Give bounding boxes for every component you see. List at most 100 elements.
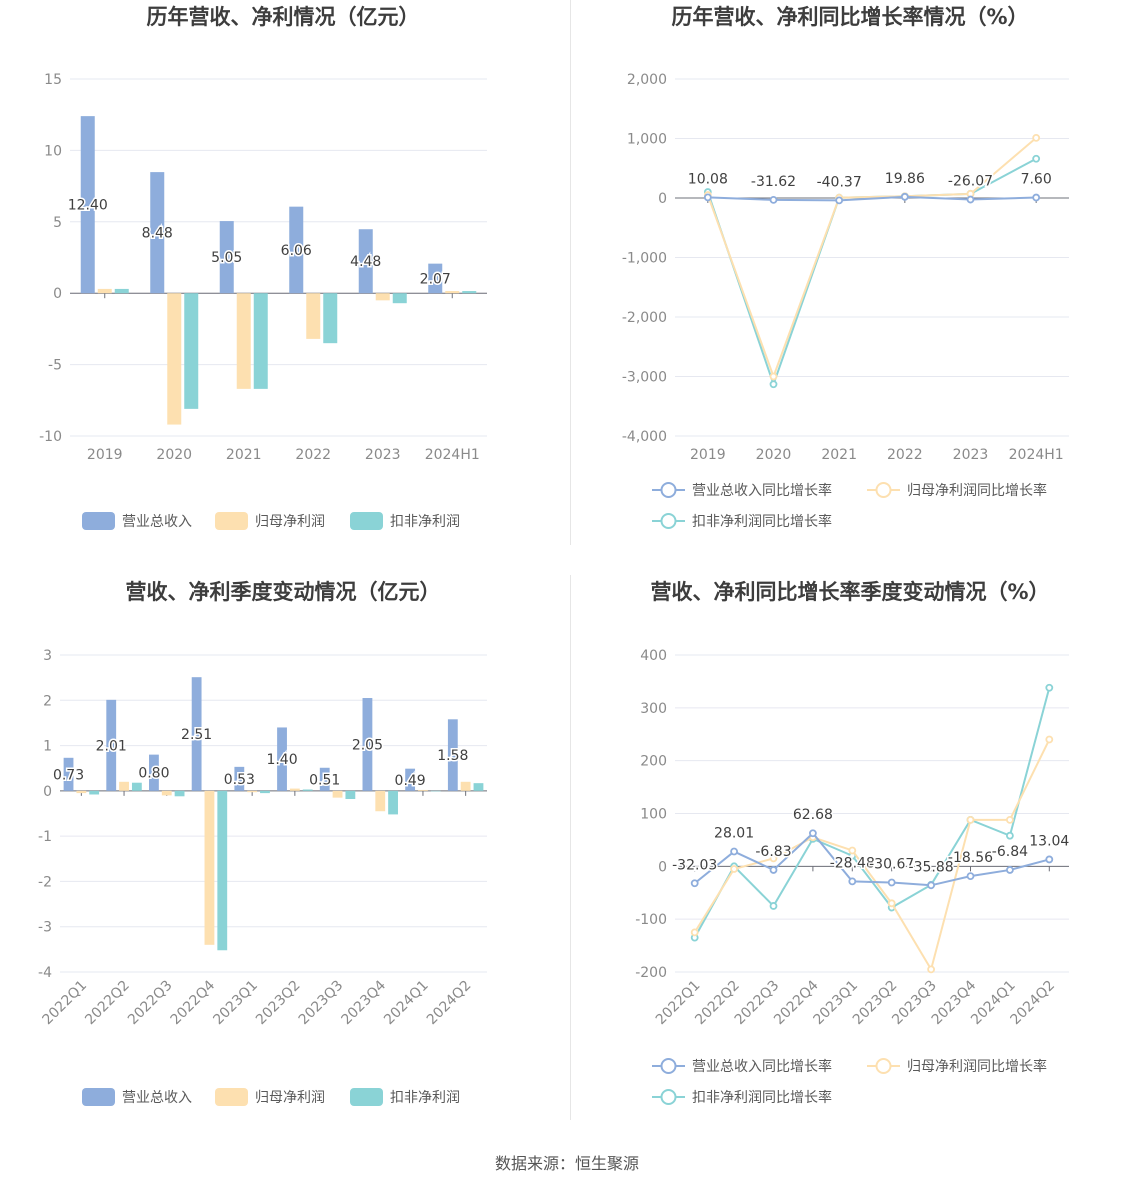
- point-net-profit-growth: [1045, 735, 1054, 744]
- grid-lines: [675, 654, 1069, 973]
- x-tick-label: 2022Q4: [168, 977, 219, 1028]
- legend-item: 营业总收入: [82, 1088, 192, 1106]
- point-net-profit-growth: [730, 865, 739, 873]
- bar-net-profit: [236, 293, 251, 389]
- bar-net-profit: [289, 788, 300, 791]
- y-tick-label: -100: [635, 912, 667, 928]
- x-tick-label: 2024H1: [425, 447, 480, 463]
- point-deducted-profit-growth: [1032, 154, 1041, 163]
- y-tick-label: 10: [44, 143, 62, 159]
- legend-label: 营业总收入: [122, 514, 192, 530]
- grid-lines: [675, 78, 1069, 437]
- y-tick-label: -2,000: [622, 310, 667, 326]
- data-label: -28.48: [830, 855, 875, 871]
- data-label: 8.48: [142, 226, 173, 242]
- y-tick-label: 0: [658, 859, 667, 875]
- bar-deducted-profit: [260, 790, 270, 794]
- legend-label: 扣非净利润同比增长率: [692, 513, 832, 530]
- y-tick-label: -4,000: [622, 429, 667, 445]
- legend-swatch: [82, 512, 115, 530]
- legend-marker: [660, 513, 677, 529]
- legend-item: 营业总收入同比增长率: [652, 1058, 832, 1075]
- bar-revenue: [191, 677, 202, 791]
- bar-deducted-profit: [430, 790, 441, 792]
- x-tick-label: 2022Q1: [40, 978, 91, 1029]
- point-deducted-profit-growth: [769, 902, 778, 910]
- legend-label: 归母净利润同比增长率: [907, 1058, 1047, 1075]
- divider-top: [570, 0, 571, 545]
- divider-bottom: [570, 575, 571, 1120]
- legend-swatch: [215, 512, 248, 530]
- x-tick-label: 2019: [87, 447, 123, 463]
- x-tick-label: 2023Q4: [338, 977, 389, 1028]
- y-tick-label: -5: [48, 358, 62, 374]
- point-revenue-growth: [1032, 193, 1041, 202]
- y-tick-label: 1: [43, 739, 52, 755]
- data-label: 10.08: [688, 171, 728, 187]
- legend-item: 归母净利润同比增长率: [867, 1058, 1047, 1075]
- data-label: 1.58: [437, 748, 468, 764]
- bar-net-profit: [375, 790, 386, 812]
- x-tick-label: 2020: [756, 447, 792, 463]
- bar-revenue: [277, 727, 287, 791]
- chart-title: 营收、净利季度变动情况（亿元）: [126, 580, 441, 604]
- y-tick-label: 300: [640, 701, 667, 717]
- line-deducted-profit-growth: [693, 687, 1051, 939]
- bar-net-profit: [167, 293, 182, 425]
- legend-swatch: [350, 512, 383, 530]
- bar-net-profit: [332, 790, 343, 798]
- data-source: 数据来源：恒生聚源: [494, 1154, 639, 1173]
- x-tick-label: 2024Q2: [424, 978, 475, 1029]
- legend-item: 营业总收入同比增长率: [652, 482, 832, 499]
- line-net-profit-growth: [693, 739, 1051, 972]
- x-tick-label: 2022: [887, 447, 923, 463]
- bar-deducted-profit: [473, 783, 484, 791]
- bar-net-profit: [306, 293, 321, 339]
- bar-deducted-profit: [253, 293, 268, 389]
- y-tick-label: 200: [640, 754, 667, 770]
- line-net-profit-growth: [706, 137, 1037, 380]
- data-label: 7.60: [1021, 172, 1052, 188]
- bar-revenue: [447, 719, 458, 791]
- legend-marker: [875, 482, 892, 498]
- bar-revenue: [362, 698, 373, 791]
- legend-marker: [875, 1058, 892, 1074]
- bar-net-profit: [375, 293, 390, 301]
- data-label: 6.06: [281, 243, 312, 259]
- data-label: 0.51: [309, 772, 340, 788]
- bar-net-profit: [76, 790, 87, 794]
- y-tick-label: 1,000: [627, 132, 667, 148]
- chart-annual-revenue-profit-svg: 历年营收、净利情况（亿元） -10 -5 0 5 10 15 2019 2020 2021 2022…: [39, 5, 487, 530]
- legend-label: 营业总收入同比增长率: [692, 1058, 832, 1075]
- legend-item: 扣非净利润同比增长率: [652, 513, 832, 530]
- legend-item: 营业总收入: [82, 512, 192, 530]
- data-label: 12.40: [68, 198, 108, 214]
- data-label: -30.67: [869, 857, 914, 873]
- chart-quarterly-growth-rate-svg: 营收、净利同比增长率季度变动情况（%） -200 -100 0 100 200 300 400…: [635, 580, 1071, 1106]
- point-net-profit-growth: [1032, 134, 1041, 142]
- point-revenue-growth: [835, 196, 844, 205]
- data-label: 2.07: [420, 271, 451, 287]
- y-tick-label: 3: [43, 648, 52, 664]
- legend-item: 扣非净利润: [350, 512, 460, 530]
- bar-net-profit: [204, 790, 215, 945]
- x-tick-label: 2019: [690, 447, 726, 463]
- y-tick-label: -200: [635, 965, 667, 981]
- legend-label: 营业总收入同比增长率: [692, 482, 832, 499]
- bar-revenue: [63, 757, 74, 791]
- data-label: 2.51: [181, 727, 212, 743]
- x-tick-label: 2021: [226, 447, 262, 463]
- data-label: -6.83: [755, 844, 791, 860]
- x-tick-label: 2021: [821, 447, 857, 463]
- data-label: 0.49: [395, 773, 426, 789]
- point-revenue-growth: [927, 881, 936, 890]
- data-label: 28.01: [714, 826, 754, 842]
- point-net-profit-growth: [769, 854, 778, 863]
- chart-annual-growth-rate-svg: 历年营收、净利同比增长率情况（%） -4,000 -3,000 -2,000 -1,00…: [622, 5, 1069, 530]
- legend-item: 归母净利润: [215, 1088, 325, 1106]
- x-tick-label: 2023Q3: [296, 978, 347, 1029]
- point-net-profit-growth: [769, 372, 778, 381]
- y-tick-label: 100: [640, 807, 667, 823]
- x-tick-label: 2023: [953, 447, 989, 463]
- point-revenue-growth: [900, 192, 909, 201]
